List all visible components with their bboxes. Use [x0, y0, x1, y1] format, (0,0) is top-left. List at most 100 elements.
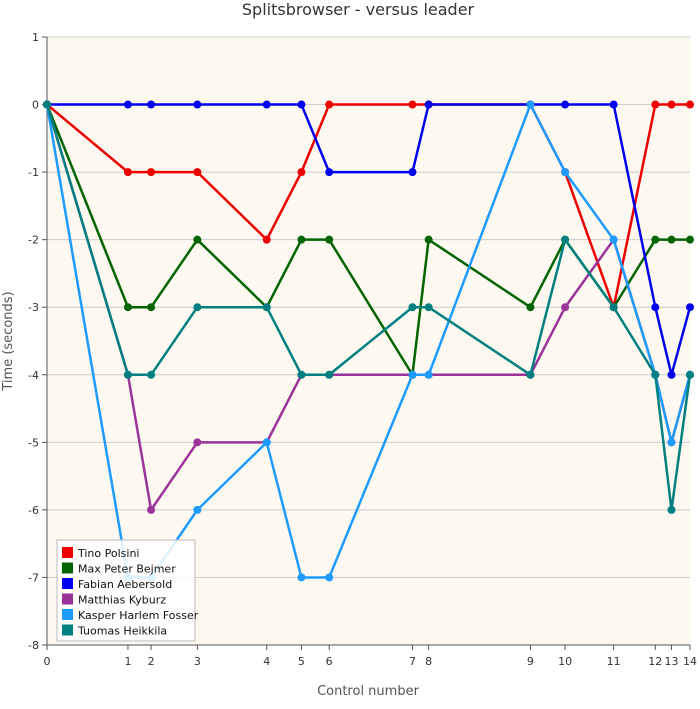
- data-point: [297, 168, 306, 177]
- data-point: [651, 303, 660, 312]
- x-tick-label: 10: [558, 655, 572, 668]
- legend-swatch: [62, 562, 73, 574]
- data-point: [686, 370, 694, 379]
- series-5: [43, 100, 694, 514]
- y-tick-label: -7: [28, 571, 39, 584]
- x-tick-label: 13: [664, 655, 678, 668]
- data-point: [297, 100, 306, 109]
- data-point: [526, 370, 535, 379]
- data-point: [561, 235, 570, 244]
- data-point: [408, 168, 417, 177]
- data-point: [262, 235, 271, 244]
- x-tick-label: 4: [263, 655, 270, 668]
- data-point: [561, 303, 570, 312]
- data-point: [123, 168, 132, 177]
- data-point: [667, 370, 676, 379]
- data-point: [424, 370, 433, 379]
- data-point: [609, 235, 618, 244]
- data-point: [651, 100, 660, 109]
- x-tick-label: 6: [326, 655, 333, 668]
- y-tick-label: -6: [28, 504, 39, 517]
- data-point: [262, 438, 271, 447]
- data-point: [193, 303, 202, 312]
- data-point: [686, 235, 694, 244]
- x-tick-label: 1: [124, 655, 131, 668]
- data-point: [651, 370, 660, 379]
- legend-box: [56, 539, 196, 642]
- y-axis-title: Time (seconds): [1, 291, 16, 391]
- legend: Tino Polsini Max Peter Bejmer Fabian Aeber…: [56, 539, 199, 642]
- legend-label: Fabian Aebersold: [78, 578, 172, 591]
- data-point: [123, 303, 132, 312]
- data-point: [123, 100, 132, 109]
- data-point: [147, 168, 156, 177]
- data-point: [325, 573, 334, 582]
- legend-label: Matthias Kyburz: [78, 594, 166, 607]
- y-tick-label: -1: [28, 166, 39, 179]
- data-point: [262, 303, 271, 312]
- x-tick-label: 9: [527, 655, 534, 668]
- data-point: [147, 370, 156, 379]
- legend-swatch: [62, 547, 73, 558]
- x-tick-label: 11: [607, 655, 621, 668]
- data-point: [609, 100, 618, 109]
- data-point: [193, 235, 202, 244]
- data-point: [408, 370, 417, 379]
- data-point: [193, 100, 202, 109]
- y-tick-label: -3: [28, 301, 39, 314]
- legend-swatch: [62, 593, 73, 605]
- y-tick-label: -4: [28, 369, 39, 382]
- data-point: [667, 100, 676, 109]
- data-point: [667, 438, 676, 447]
- y-tick-label: -8: [28, 639, 39, 652]
- legend-label: Kasper Harlem Fosser: [78, 609, 199, 622]
- data-point: [123, 370, 132, 379]
- y-tick-label: 1: [32, 31, 39, 44]
- chart-title: Splitsbrowser - versus leader: [242, 0, 475, 19]
- data-point: [651, 235, 660, 244]
- series-layer: [43, 100, 694, 582]
- legend-swatch: [62, 609, 73, 620]
- data-point: [424, 100, 433, 109]
- x-tick-label: 7: [409, 655, 416, 668]
- legend-label: Tino Polsini: [77, 547, 139, 560]
- data-point: [424, 235, 433, 244]
- x-tick-label: 14: [683, 655, 697, 668]
- data-point: [667, 505, 676, 514]
- axes: 10-1-2-3-4-5-6-7-80 1 2 3 4 5 6 7 8 9 10 11 12 13 14: [28, 31, 697, 668]
- data-point: [193, 438, 202, 447]
- data-point: [297, 370, 306, 379]
- x-axis-title: Control number: [317, 684, 420, 699]
- data-point: [561, 100, 570, 109]
- data-point: [561, 168, 570, 177]
- data-point: [325, 168, 334, 177]
- legend-swatch: [62, 578, 73, 589]
- x-tick-label: 0: [44, 655, 51, 668]
- data-point: [297, 573, 306, 582]
- data-point: [147, 100, 156, 109]
- data-point: [526, 303, 535, 312]
- x-tick-label: 2: [148, 655, 155, 668]
- data-point: [193, 168, 202, 177]
- data-point: [686, 303, 694, 312]
- data-point: [147, 505, 156, 514]
- data-point: [43, 100, 51, 109]
- x-tick-label: 5: [298, 655, 305, 668]
- data-point: [325, 235, 334, 244]
- data-point: [325, 370, 334, 379]
- data-point: [609, 303, 618, 312]
- x-tick-label: 8: [425, 655, 432, 668]
- data-point: [526, 100, 535, 109]
- data-point: [686, 100, 694, 109]
- y-tick-label: -2: [28, 234, 39, 247]
- y-tick-label: -5: [28, 436, 39, 449]
- x-tick-label: 12: [648, 655, 662, 668]
- data-point: [325, 100, 334, 109]
- x-tick-label: 3: [194, 655, 201, 668]
- data-point: [297, 235, 306, 244]
- legend-swatch: [62, 624, 73, 636]
- y-tick-label: 0: [32, 99, 39, 112]
- data-point: [424, 303, 433, 312]
